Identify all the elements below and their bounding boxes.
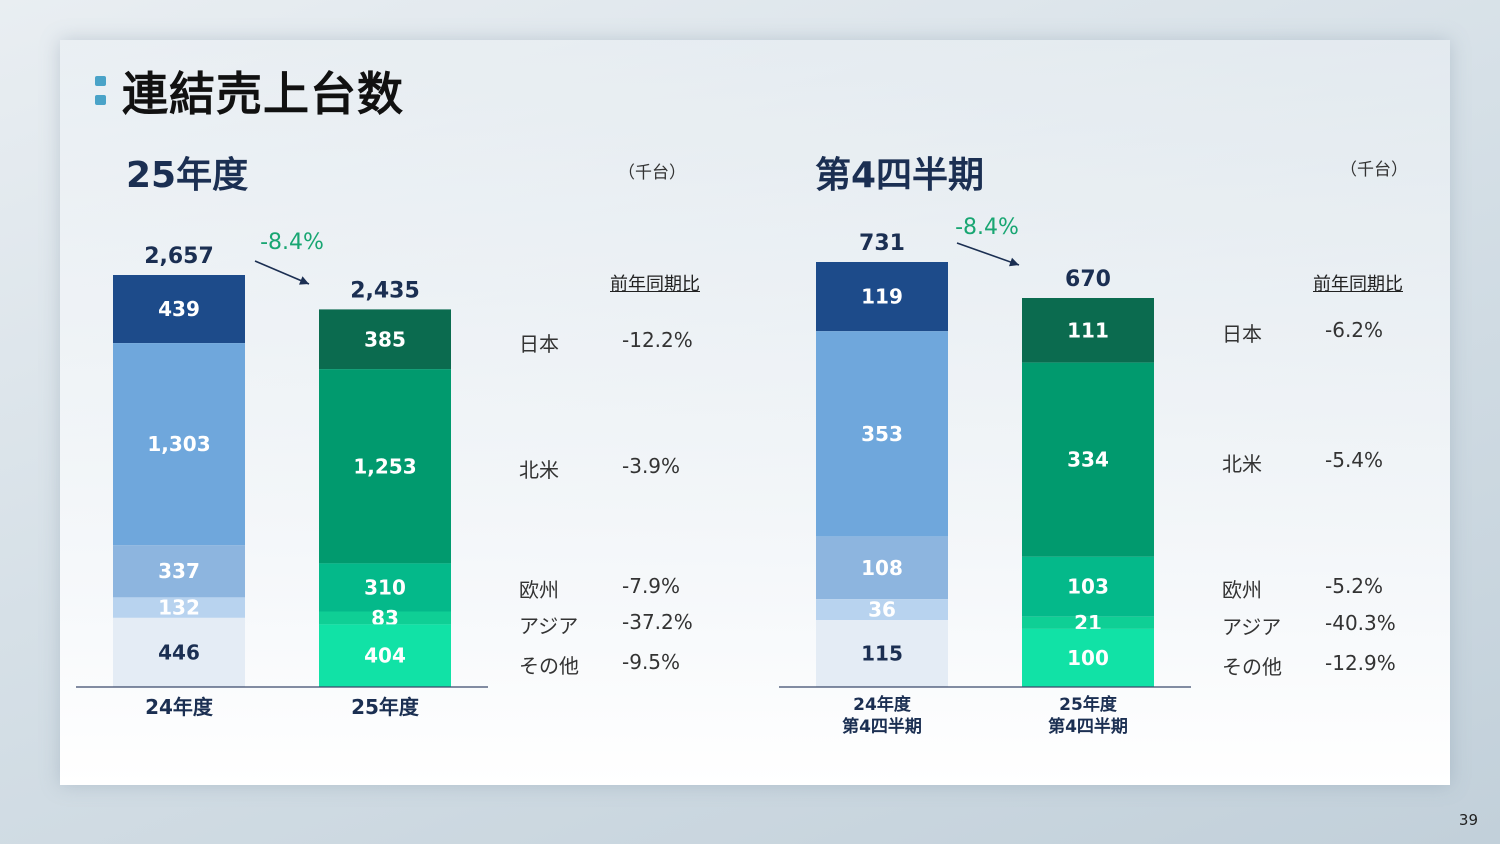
annual-bar-1-japan-value-label: 385 <box>364 327 406 351</box>
annual-bar-1-other-value-label: 404 <box>364 644 406 668</box>
annual-yoy-region-japan: 日本 <box>519 332 559 356</box>
quarter-yoy-region-asia: アジア <box>1222 615 1282 639</box>
annual-yoy-header: 前年同期比 <box>610 274 700 295</box>
page-number: 39 <box>1458 811 1478 829</box>
annual-yoy-value-europe: -7.9% <box>622 574 681 598</box>
annual-change-arrowhead-icon <box>299 276 309 285</box>
quarter-bar-1-total-label: 670 <box>1065 267 1111 292</box>
quarter-yoy-region-europe: 欧州 <box>1222 578 1262 602</box>
annual-bar-0-japan-segment <box>113 275 245 344</box>
quarter-yoy-region-japan: 日本 <box>1222 322 1262 346</box>
quarter-yoy-value-europe: -5.2% <box>1325 574 1384 598</box>
annual-yoy-value-asia: -37.2% <box>622 610 693 634</box>
content-panel <box>60 40 1450 785</box>
quarter-bar-0-europe-value-label: 108 <box>861 556 903 580</box>
quarter-bar-1-north-america-value-label: 334 <box>1067 448 1109 472</box>
quarter-category-label: 第4四半期 <box>842 716 922 737</box>
quarter-change-arrow-icon <box>956 242 1020 266</box>
quarter-yoy-region-other: その他 <box>1222 655 1282 679</box>
annual-yoy-region-other: その他 <box>519 654 579 678</box>
quarter-bar-1-other-value-label: 100 <box>1067 646 1109 670</box>
quarter-category-label: 第4四半期 <box>1048 716 1128 737</box>
quarter-bar-0-other-segment <box>816 620 948 687</box>
annual-yoy-value-north-america: -3.9% <box>622 454 681 478</box>
annual-yoy-region-asia: アジア <box>519 614 579 638</box>
quarter-bar-1-north-america-segment <box>1022 362 1154 557</box>
annual-bar-0-north-america-value-label: 1,303 <box>147 432 210 456</box>
quarter-bar-1-japan-segment <box>1022 298 1154 363</box>
quarter-yoy-value-other: -12.9% <box>1325 651 1396 675</box>
quarter-bar-0-japan-value-label: 119 <box>861 285 903 309</box>
annual-yoy-value-other: -9.5% <box>622 650 681 674</box>
annual-yoy-region-europe: 欧州 <box>519 578 559 602</box>
quarter-change-arrowhead-icon <box>1009 257 1019 267</box>
quarter-category-label: 25年度 <box>1059 694 1118 715</box>
slide-title: 連結売上台数 <box>122 67 404 121</box>
quarter-category-label: 24年度 <box>853 694 912 715</box>
annual-bar-1-asia-segment <box>319 611 451 625</box>
annual-bar-0-asia-segment <box>113 597 245 618</box>
quarter-bar-0-asia-segment <box>816 599 948 621</box>
annual-bar-1-other-segment <box>319 624 451 687</box>
quarter-bar-0-europe-segment <box>816 536 948 600</box>
quarter-unit-label: （千台） <box>1340 160 1408 180</box>
annual-bar-0-europe-segment <box>113 545 245 598</box>
title-bullet-icon <box>95 76 106 106</box>
annual-bar-0-europe-value-label: 337 <box>158 559 200 583</box>
annual-category-label: 25年度 <box>351 695 420 719</box>
annual-category-label: 24年度 <box>145 695 214 719</box>
quarter-bar-0-total-label: 731 <box>859 231 905 256</box>
annual-bar-1-north-america-value-label: 1,253 <box>353 454 416 478</box>
quarter-bar-1-japan-value-label: 111 <box>1067 318 1109 342</box>
quarter-change-label: -8.4% <box>955 215 1019 240</box>
quarter-yoy-value-japan: -6.2% <box>1325 318 1384 342</box>
annual-yoy-region-north-america: 北米 <box>519 458 559 482</box>
quarter-bar-1-europe-segment <box>1022 556 1154 617</box>
annual-bar-0-other-segment <box>113 617 245 687</box>
annual-unit-label: （千台） <box>618 163 686 183</box>
quarter-bar-0-north-america-segment <box>816 331 948 537</box>
annual-change-label: -8.4% <box>260 230 324 255</box>
quarter-bar-0-asia-value-label: 36 <box>868 598 896 622</box>
annual-change-arrow-icon <box>254 260 310 285</box>
quarter-yoy-value-asia: -40.3% <box>1325 611 1396 635</box>
annual-bar-0-north-america-segment <box>113 343 245 546</box>
quarter-bar-0-north-america-value-label: 353 <box>861 422 903 446</box>
annual-section-title: 25年度 <box>126 155 249 196</box>
annual-bar-1-north-america-segment <box>319 369 451 564</box>
quarter-yoy-region-north-america: 北米 <box>1222 452 1262 476</box>
annual-bar-1-europe-value-label: 310 <box>364 576 406 600</box>
annual-bar-0-japan-value-label: 439 <box>158 297 200 321</box>
quarter-bar-1-asia-segment <box>1022 616 1154 629</box>
quarter-bar-1-other-segment <box>1022 628 1154 687</box>
annual-bar-0-asia-value-label: 132 <box>158 596 200 620</box>
quarter-yoy-value-north-america: -5.4% <box>1325 448 1384 472</box>
quarter-bar-1-europe-value-label: 103 <box>1067 575 1109 599</box>
annual-bar-1-total-label: 2,435 <box>350 278 420 303</box>
quarter-bar-0-japan-segment <box>816 262 948 332</box>
quarter-section-title: 第4四半期 <box>815 155 985 196</box>
annual-bar-1-europe-segment <box>319 563 451 612</box>
annual-bar-0-total-label: 2,657 <box>144 244 214 269</box>
annual-bar-0-other-value-label: 446 <box>158 640 200 664</box>
annual-yoy-value-japan: -12.2% <box>622 328 693 352</box>
quarter-bar-0-other-value-label: 115 <box>861 642 903 666</box>
annual-bar-1-japan-segment <box>319 309 451 370</box>
quarter-yoy-header: 前年同期比 <box>1313 274 1403 295</box>
